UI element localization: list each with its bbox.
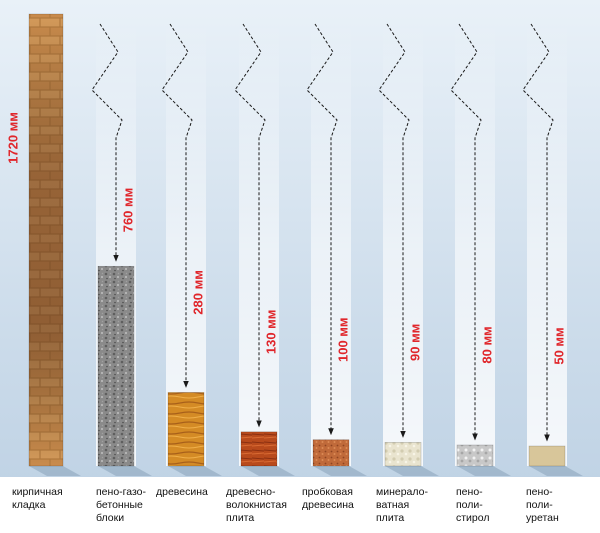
brick-shading [29, 14, 63, 466]
value-label-mineral-wool: 90 мм [407, 324, 422, 361]
arrow-mineral-wool [378, 23, 410, 438]
bar-shadow-wood [168, 466, 222, 476]
arrow-fiberboard [234, 23, 266, 428]
arrow-wood [161, 23, 193, 388]
caption-fiberboard: древесно- волокнистая плита [226, 486, 287, 524]
bar-shadow-polyurethane [529, 466, 583, 476]
bar-wood-texture [167, 392, 205, 467]
caption-cork: пробковая древесина [302, 486, 354, 511]
bar-mineral-wool-texture [384, 442, 422, 467]
bar-shadow-aerated-concrete [98, 466, 152, 476]
caption-brick: кирпичная кладка [12, 486, 63, 511]
value-label-cork: 100 мм [335, 317, 350, 362]
arrow-aerated-concrete [91, 23, 123, 262]
bar-polyurethane-texture [528, 445, 566, 467]
arrow-polystyrene [450, 23, 482, 441]
caption-polyurethane: пено- поли- уретан [526, 486, 559, 524]
bar-fiberboard-texture [240, 431, 278, 467]
caption-mineral-wool: минерало- ватная плита [376, 486, 428, 524]
bar-shadow-brick [29, 466, 81, 476]
caption-aerated-concrete: пено-газо- бетонные блоки [96, 486, 147, 524]
bar-shadow-polystyrene [457, 466, 511, 476]
bar-aerated-concrete-texture [97, 265, 135, 467]
value-label-wood: 280 мм [190, 270, 205, 315]
arrow-polyurethane [522, 23, 554, 442]
value-label-polystyrene: 80 мм [479, 326, 494, 363]
value-label-polyurethane: 50 мм [551, 327, 566, 364]
caption-polystyrene: пено- поли- стирол [456, 486, 490, 524]
value-label-fiberboard: 130 мм [263, 310, 278, 355]
bar-polystyrene-texture [456, 444, 494, 467]
value-label-aerated-concrete: 760 мм [120, 188, 135, 233]
caption-band [0, 477, 600, 533]
bar-shadow-fiberboard [241, 466, 295, 476]
bar-cork-texture [312, 439, 350, 467]
arrow-cork [306, 23, 338, 436]
bar-shadow-cork [313, 466, 367, 476]
value-label-brick: 1720 мм [5, 112, 20, 164]
bar-shadow-mineral-wool [385, 466, 439, 476]
caption-wood: древесина [156, 486, 208, 498]
